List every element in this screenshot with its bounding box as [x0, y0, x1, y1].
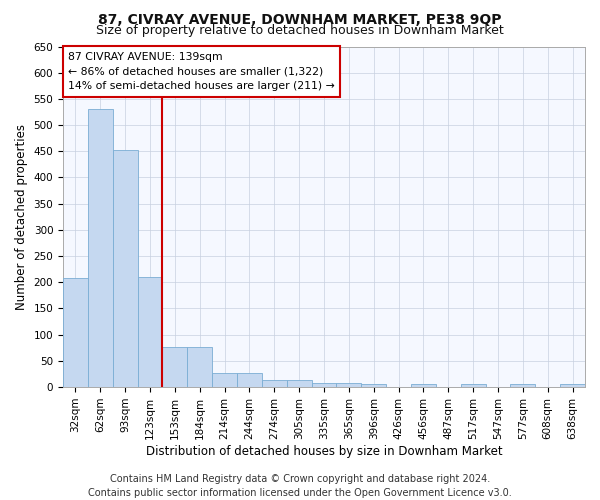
Bar [337, 383, 361, 387]
Bar [511, 384, 535, 387]
Bar [262, 380, 287, 387]
Bar [287, 380, 311, 387]
Bar [461, 384, 485, 387]
Bar [163, 348, 187, 387]
Bar [63, 278, 88, 387]
Bar [411, 384, 436, 387]
Bar [113, 150, 137, 387]
Text: Contains HM Land Registry data © Crown copyright and database right 2024.
Contai: Contains HM Land Registry data © Crown c… [88, 474, 512, 498]
Bar [237, 374, 262, 387]
Bar [212, 374, 237, 387]
Bar [88, 110, 113, 387]
Bar [311, 383, 337, 387]
Bar [137, 276, 163, 387]
Text: Size of property relative to detached houses in Downham Market: Size of property relative to detached ho… [96, 24, 504, 37]
Bar [560, 384, 585, 387]
Text: 87 CIVRAY AVENUE: 139sqm
← 86% of detached houses are smaller (1,322)
14% of sem: 87 CIVRAY AVENUE: 139sqm ← 86% of detach… [68, 52, 335, 91]
X-axis label: Distribution of detached houses by size in Downham Market: Distribution of detached houses by size … [146, 444, 502, 458]
Text: 87, CIVRAY AVENUE, DOWNHAM MARKET, PE38 9QP: 87, CIVRAY AVENUE, DOWNHAM MARKET, PE38 … [98, 12, 502, 26]
Y-axis label: Number of detached properties: Number of detached properties [15, 124, 28, 310]
Bar [361, 384, 386, 387]
Bar [187, 348, 212, 387]
